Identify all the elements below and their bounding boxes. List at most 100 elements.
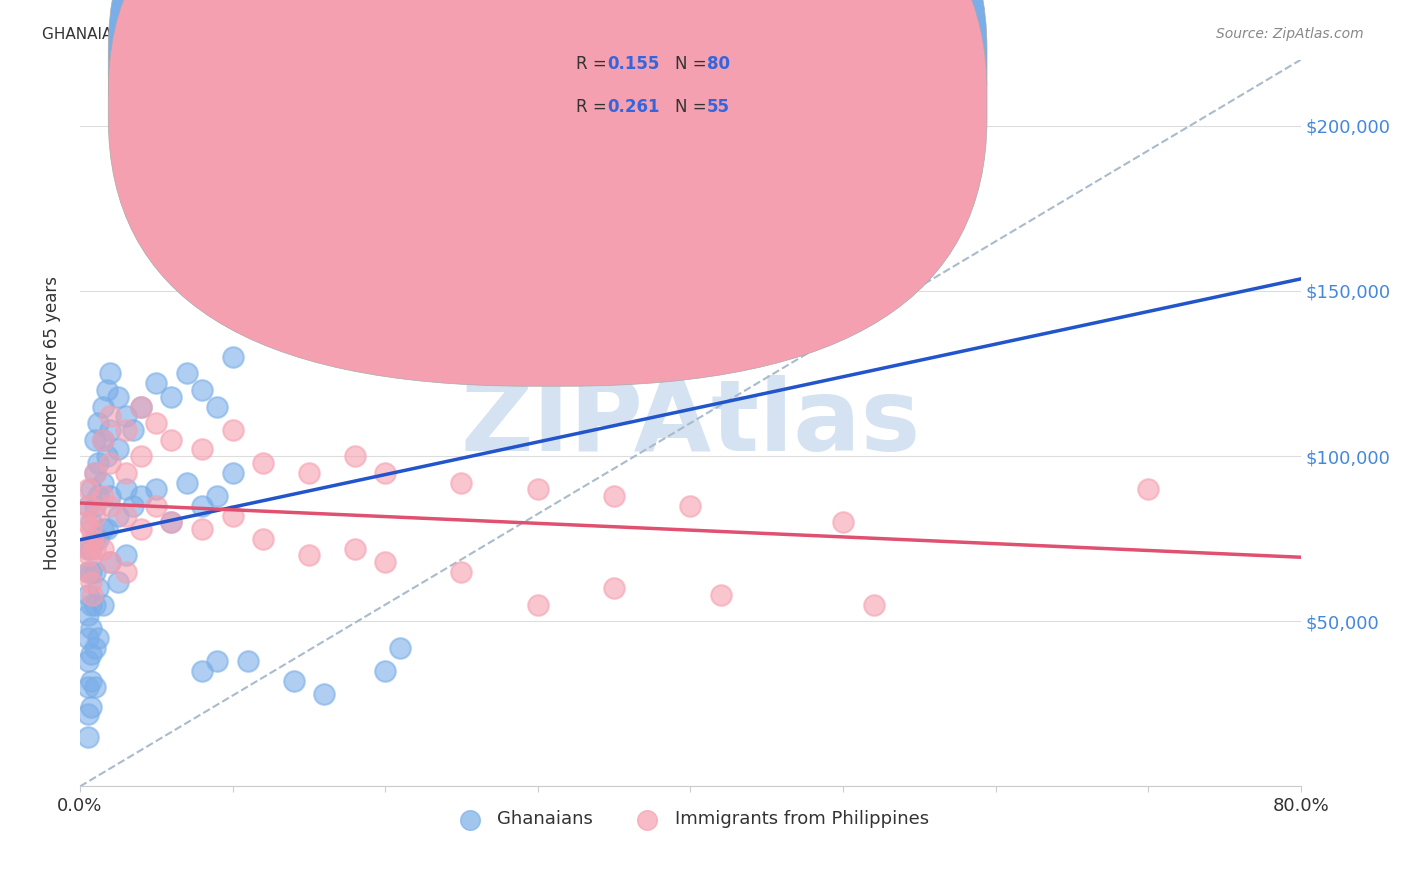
Point: [84, 508, 107, 523]
Point: [84, 532, 107, 546]
Point: [129, 400, 152, 414]
Point: [114, 565, 136, 579]
Point: [160, 515, 183, 529]
Text: 55: 55: [707, 98, 730, 116]
Point: [79, 522, 101, 536]
Point: [79, 515, 101, 529]
Point: [107, 390, 129, 404]
Point: [176, 367, 198, 381]
Point: [91, 598, 114, 612]
Point: [100, 489, 122, 503]
Point: [76, 482, 98, 496]
Point: [84, 598, 107, 612]
Point: [160, 433, 183, 447]
Point: [298, 548, 321, 562]
Point: [679, 499, 702, 513]
Text: R =: R =: [576, 98, 613, 116]
Point: [76, 607, 98, 622]
Point: [252, 456, 274, 470]
Point: [191, 664, 214, 678]
Point: [100, 555, 122, 569]
Point: [145, 416, 167, 430]
Point: [343, 257, 366, 271]
Point: [96, 522, 118, 536]
Point: [79, 482, 101, 496]
Point: [527, 598, 550, 612]
Point: [527, 482, 550, 496]
Point: [80, 588, 103, 602]
Point: [129, 522, 152, 536]
Text: N =: N =: [675, 98, 711, 116]
Point: [76, 565, 98, 579]
Point: [191, 499, 214, 513]
Point: [84, 433, 107, 447]
Point: [129, 449, 152, 463]
Point: [75, 515, 97, 529]
Point: [221, 423, 243, 437]
Point: [100, 456, 122, 470]
Point: [87, 416, 110, 430]
Point: [79, 700, 101, 714]
Point: [80, 532, 103, 546]
Point: [100, 555, 122, 569]
Point: [832, 515, 855, 529]
Point: [100, 409, 122, 424]
Point: [298, 317, 321, 331]
Point: [145, 482, 167, 496]
Point: [207, 654, 229, 668]
Point: [374, 466, 396, 480]
Point: [343, 449, 366, 463]
Point: [79, 574, 101, 589]
Text: GHANAIAN VS IMMIGRANTS FROM PHILIPPINES HOUSEHOLDER INCOME OVER 65 YEARS CORRELA: GHANAIAN VS IMMIGRANTS FROM PHILIPPINES …: [42, 27, 883, 42]
Point: [603, 581, 626, 595]
Y-axis label: Householder Income Over 65 years: Householder Income Over 65 years: [44, 276, 60, 570]
Point: [176, 475, 198, 490]
Point: [87, 631, 110, 645]
Point: [87, 532, 110, 546]
Point: [96, 383, 118, 397]
Point: [84, 565, 107, 579]
Text: 0.155: 0.155: [607, 55, 659, 73]
Point: [84, 640, 107, 655]
Point: [84, 466, 107, 480]
Point: [283, 673, 305, 688]
Text: Source: ZipAtlas.com: Source: ZipAtlas.com: [1216, 27, 1364, 41]
Point: [129, 489, 152, 503]
Point: [84, 541, 107, 556]
Point: [79, 621, 101, 635]
Point: [122, 499, 145, 513]
Point: [107, 508, 129, 523]
Point: [114, 409, 136, 424]
Point: [87, 456, 110, 470]
Point: [191, 383, 214, 397]
Point: [91, 541, 114, 556]
Point: [91, 433, 114, 447]
Point: [145, 376, 167, 391]
Text: 80: 80: [707, 55, 730, 73]
Legend: Ghanaians, Immigrants from Philippines: Ghanaians, Immigrants from Philippines: [446, 803, 936, 836]
Point: [191, 522, 214, 536]
Point: [114, 466, 136, 480]
Point: [77, 548, 100, 562]
Point: [76, 631, 98, 645]
Point: [87, 489, 110, 503]
Point: [91, 400, 114, 414]
Point: [114, 548, 136, 562]
Point: [76, 541, 98, 556]
Point: [100, 367, 122, 381]
Point: [236, 654, 259, 668]
Point: [107, 442, 129, 457]
Point: [76, 541, 98, 556]
Point: [160, 515, 183, 529]
Point: [76, 681, 98, 695]
Point: [114, 482, 136, 496]
Text: R =: R =: [576, 55, 613, 73]
Point: [84, 499, 107, 513]
Point: [207, 489, 229, 503]
Point: [87, 581, 110, 595]
Point: [1137, 482, 1160, 496]
Point: [76, 499, 98, 513]
Point: [79, 648, 101, 662]
Point: [79, 598, 101, 612]
Point: [374, 555, 396, 569]
